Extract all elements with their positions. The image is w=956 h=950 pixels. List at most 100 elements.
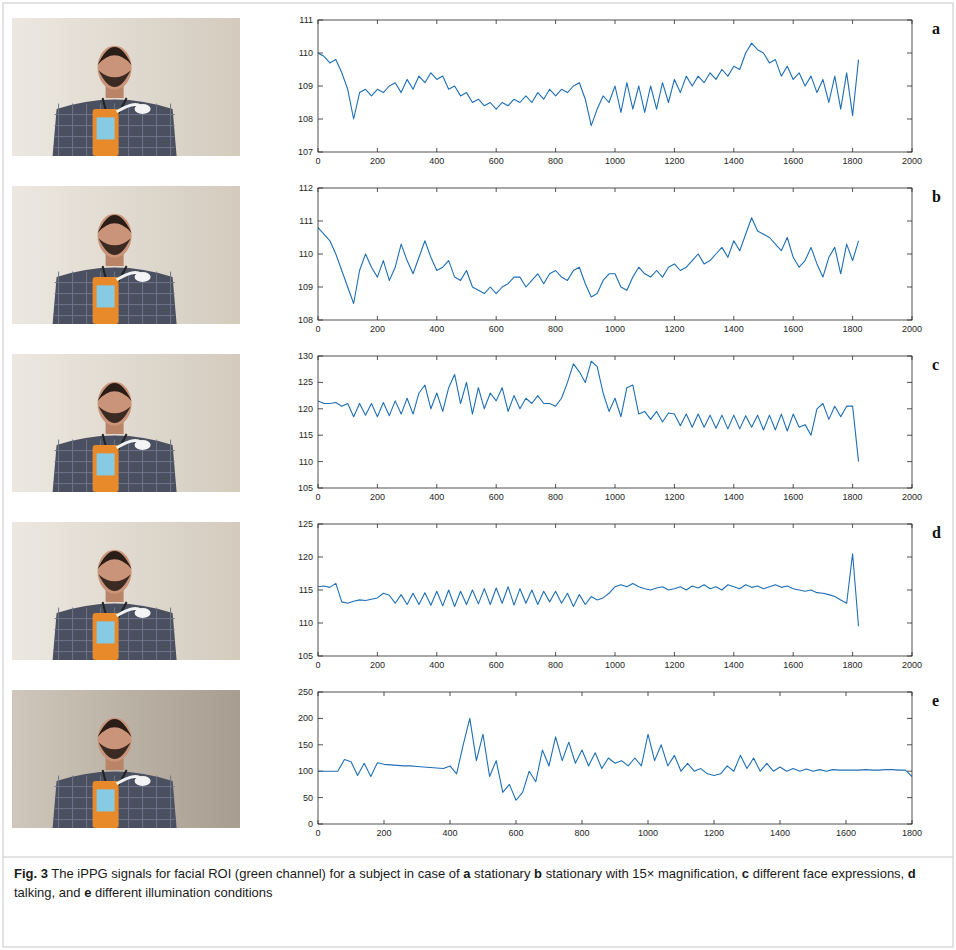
x-tick	[436, 356, 437, 360]
x-tick	[615, 148, 616, 152]
x-tick	[436, 188, 437, 192]
x-tick	[846, 820, 847, 824]
device-screen	[97, 117, 115, 139]
y-tick	[318, 557, 323, 558]
x-tick	[377, 148, 378, 152]
y-tick	[318, 744, 323, 745]
x-tick-label: 1800	[843, 660, 863, 670]
axes-frame	[318, 692, 912, 824]
plot-area	[318, 692, 912, 824]
x-tick	[615, 524, 616, 528]
y-tick-label: 105	[298, 651, 313, 661]
y-tick-label: 120	[298, 404, 313, 414]
caption: Fig. 3 The iPPG signals for facial ROI (…	[14, 864, 940, 902]
figure-frame	[3, 3, 953, 947]
x-tick-label: 200	[370, 660, 385, 670]
y-tick	[318, 461, 323, 462]
plaid	[156, 440, 157, 492]
plaid	[58, 776, 59, 828]
device-screen	[97, 621, 115, 643]
face	[98, 214, 132, 258]
x-tick	[516, 692, 517, 696]
y-tick-label: 107	[298, 147, 313, 157]
signal-line	[318, 554, 859, 627]
x-tick-label: 0	[315, 828, 320, 838]
caption-text: stationary with 15× magnification,	[546, 866, 739, 881]
data-group	[318, 218, 859, 304]
x-tick-label: 1600	[783, 492, 803, 502]
y-tick-label: 105	[298, 483, 313, 493]
photo-background	[12, 186, 240, 324]
x-tick-label: 600	[489, 492, 504, 502]
y-tick	[318, 797, 323, 798]
device-screen	[97, 285, 115, 307]
panel-letter: d	[932, 524, 941, 541]
x-tick-label: 1800	[902, 828, 922, 838]
photo	[12, 186, 240, 324]
x-tick-label: 1600	[783, 660, 803, 670]
caption-letter: c	[742, 866, 749, 881]
x-tick	[733, 316, 734, 320]
y-tick-label: 130	[298, 351, 313, 361]
beard	[99, 238, 131, 255]
x-tick	[436, 316, 437, 320]
x-tick	[674, 316, 675, 320]
x-tick	[733, 188, 734, 192]
x-tick	[674, 652, 675, 656]
photo	[12, 522, 240, 660]
beard	[99, 574, 131, 591]
x-tick-label: 1200	[664, 660, 684, 670]
y-tick-label: 0	[308, 819, 313, 829]
x-tick	[377, 20, 378, 24]
x-tick	[496, 484, 497, 488]
x-tick	[852, 188, 853, 192]
x-tick-label: 0	[315, 492, 320, 502]
shirt	[53, 603, 177, 660]
x-tick	[582, 692, 583, 696]
y-tick-label: 50	[303, 793, 313, 803]
x-tick-label: 800	[548, 492, 563, 502]
y-tick-label: 109	[298, 282, 313, 292]
x-tick-label: 2000	[902, 492, 922, 502]
y-tick	[318, 86, 323, 87]
beard	[99, 742, 131, 759]
panel: 0200400600800100012001400160018002000105…	[12, 519, 941, 670]
x-tick-label: 400	[429, 660, 444, 670]
caption-intro: The iPPG signals for facial ROI (green c…	[51, 866, 459, 881]
y-tick-label: 125	[298, 519, 313, 529]
axes-frame	[318, 524, 912, 656]
plaid	[128, 440, 129, 492]
caption-text: different illumination conditions	[95, 885, 273, 900]
caption-rule	[3, 857, 953, 858]
x-tick	[555, 524, 556, 528]
y-tick	[907, 86, 912, 87]
x-tick	[674, 20, 675, 24]
caption-text: different face expressions,	[753, 866, 905, 881]
face	[98, 718, 132, 762]
caption-letter: b	[534, 866, 542, 881]
plaid	[72, 272, 73, 324]
caption-text: stationary	[474, 866, 530, 881]
shirt	[53, 771, 177, 828]
x-tick	[496, 148, 497, 152]
x-tick	[615, 188, 616, 192]
y-tick	[907, 435, 912, 436]
x-tick-label: 1800	[843, 492, 863, 502]
x-tick-label: 1800	[843, 324, 863, 334]
finger-sensor	[135, 608, 151, 618]
caption-label: Fig. 3	[14, 866, 48, 881]
y-tick	[318, 382, 323, 383]
x-tick	[793, 188, 794, 192]
x-tick-label: 400	[429, 492, 444, 502]
y-tick-label: 150	[298, 740, 313, 750]
plaid	[86, 104, 87, 156]
x-tick	[436, 148, 437, 152]
x-tick	[384, 692, 385, 696]
plaid	[72, 440, 73, 492]
x-tick-label: 1400	[724, 492, 744, 502]
caption-letter: e	[84, 885, 91, 900]
beard	[99, 70, 131, 87]
y-tick-label: 108	[298, 114, 313, 124]
y-tick-label: 250	[298, 687, 313, 697]
y-tick-label: 120	[298, 552, 313, 562]
